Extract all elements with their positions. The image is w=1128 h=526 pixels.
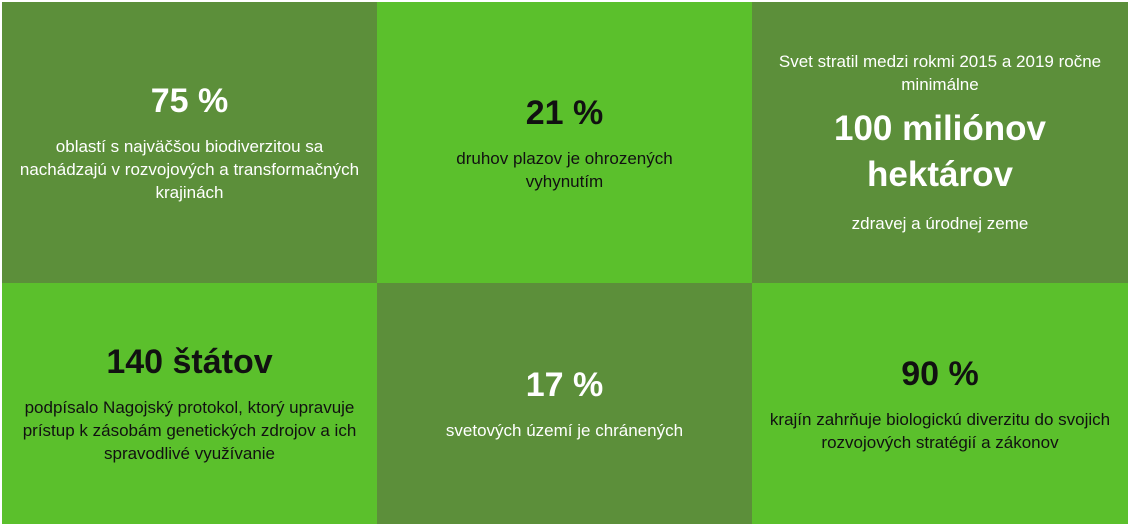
stat-text: oblastí s najväčšou biodiverzitou sa nac… xyxy=(19,137,360,202)
stat-text: druhov plazov je ohrozených vyhynutím xyxy=(456,148,673,191)
stat-text: svetových území je chránených xyxy=(445,421,684,440)
stat-text: krajín zahrňuje biologickú diverzitu do … xyxy=(769,409,1111,452)
stat-value: 75 % xyxy=(150,82,229,120)
stat-value: 21 % xyxy=(525,93,604,132)
stat-tile: Svet stratil medzi rokmi 2015 a 2019 roč… xyxy=(752,2,1128,283)
stat-text: zdravej a úrodnej zeme xyxy=(851,214,1029,233)
stat-value: 100 miliónov hektárov xyxy=(833,109,1047,194)
stat-tile: 75 % oblastí s najväčšou biodiverzitou s… xyxy=(2,2,377,283)
stat-tile: 140 štátov podpísalo Nagojský protokol, … xyxy=(2,283,377,524)
stat-tile: 17 % svetových území je chránených xyxy=(377,283,752,524)
stat-tile: 90 % krajín zahrňuje biologickú diverzit… xyxy=(752,283,1128,524)
stat-value: 17 % xyxy=(525,366,604,404)
stat-value: 90 % xyxy=(901,354,979,393)
stat-tile: 21 % druhov plazov je ohrozených vyhynut… xyxy=(377,2,752,283)
stat-text: podpísalo Nagojský protokol, ktorý uprav… xyxy=(22,398,357,463)
stat-intro: Svet stratil medzi rokmi 2015 a 2019 roč… xyxy=(778,52,1102,94)
stat-value: 140 štátov xyxy=(106,343,273,381)
